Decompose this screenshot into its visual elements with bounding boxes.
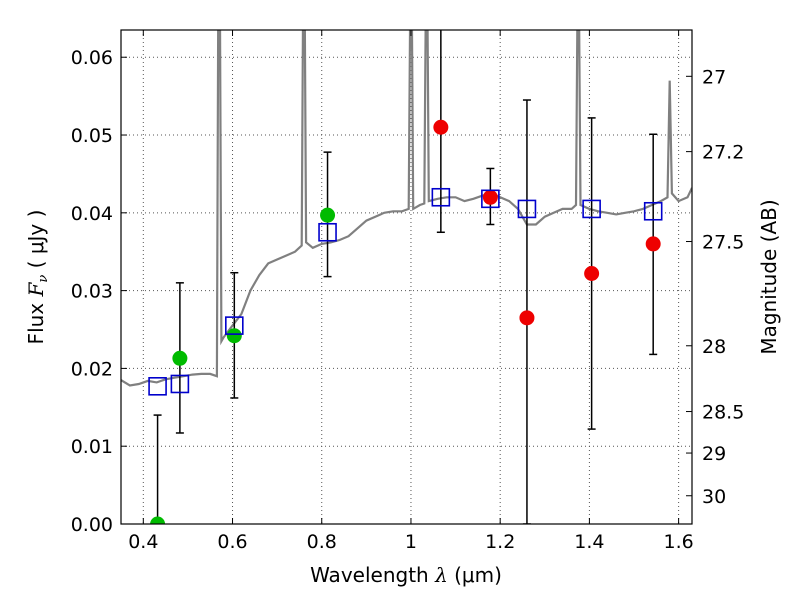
x-axis: 0.4 0.6 0.8 1 1.2 1.4 1.6 <box>128 30 694 553</box>
red-point <box>519 310 535 326</box>
blue-square-point <box>582 199 601 219</box>
red-point <box>433 119 449 135</box>
y-axis-title: Flux Fν ( μJy ) <box>24 210 51 345</box>
y-axis-right: 27 27.2 27.5 28 28.5 29 30 <box>686 66 744 508</box>
red-point <box>584 265 600 281</box>
y2-tick-label: 29 <box>702 443 726 465</box>
blue-square-point <box>481 189 500 209</box>
y-tick-label: 0.03 <box>71 281 113 303</box>
blue-square-point <box>643 201 663 221</box>
x-axis-title: Wavelength λ (μm) <box>310 563 502 587</box>
plot-frame <box>120 29 693 525</box>
y-tick-label: 0.05 <box>71 125 113 147</box>
blue-square-point <box>225 316 244 335</box>
y2-tick-label: 28 <box>702 336 726 358</box>
y2-tick-label: 27 <box>702 66 726 88</box>
y2-tick-label: 27.2 <box>702 142 744 164</box>
green-point <box>172 350 188 366</box>
y2-tick-label: 30 <box>702 486 726 508</box>
x-tick-label: 0.6 <box>217 531 247 553</box>
y-tick-label: 0.00 <box>71 514 113 536</box>
blue-square-point <box>431 187 451 207</box>
y-tick-label: 0.01 <box>71 436 113 458</box>
x-tick-label: 0.8 <box>307 531 337 553</box>
plot-area <box>121 30 692 524</box>
y2-axis-title: Magnitude (AB) <box>757 199 781 354</box>
blue-square-point <box>170 374 190 394</box>
x-tick-label: 1.6 <box>664 531 694 553</box>
y2-tick-label: 28.5 <box>702 402 744 424</box>
grid <box>121 30 692 524</box>
errorbars <box>153 30 658 524</box>
y-tick-label: 0.04 <box>71 203 113 225</box>
x-tick-label: 1.2 <box>485 531 515 553</box>
green-point <box>320 207 336 223</box>
x-tick-label: 1 <box>405 531 417 553</box>
markers <box>148 119 663 524</box>
x-tick-label: 1.4 <box>574 531 604 553</box>
blue-square-point <box>148 377 167 396</box>
red-point <box>482 189 498 205</box>
model-spectrum-line <box>121 30 692 387</box>
y-tick-label: 0.06 <box>71 47 113 69</box>
y-tick-label: 0.02 <box>71 358 113 380</box>
green-point <box>150 516 166 524</box>
blue-square-point <box>318 222 337 242</box>
green-point <box>226 328 242 344</box>
x-tick-label: 0.4 <box>128 531 158 553</box>
blue-square-point <box>517 199 537 219</box>
y2-tick-label: 27.5 <box>702 232 744 254</box>
y-axis-left: 0.00 0.01 0.02 0.03 0.04 0.05 0.06 <box>71 47 127 536</box>
red-point <box>645 236 661 252</box>
